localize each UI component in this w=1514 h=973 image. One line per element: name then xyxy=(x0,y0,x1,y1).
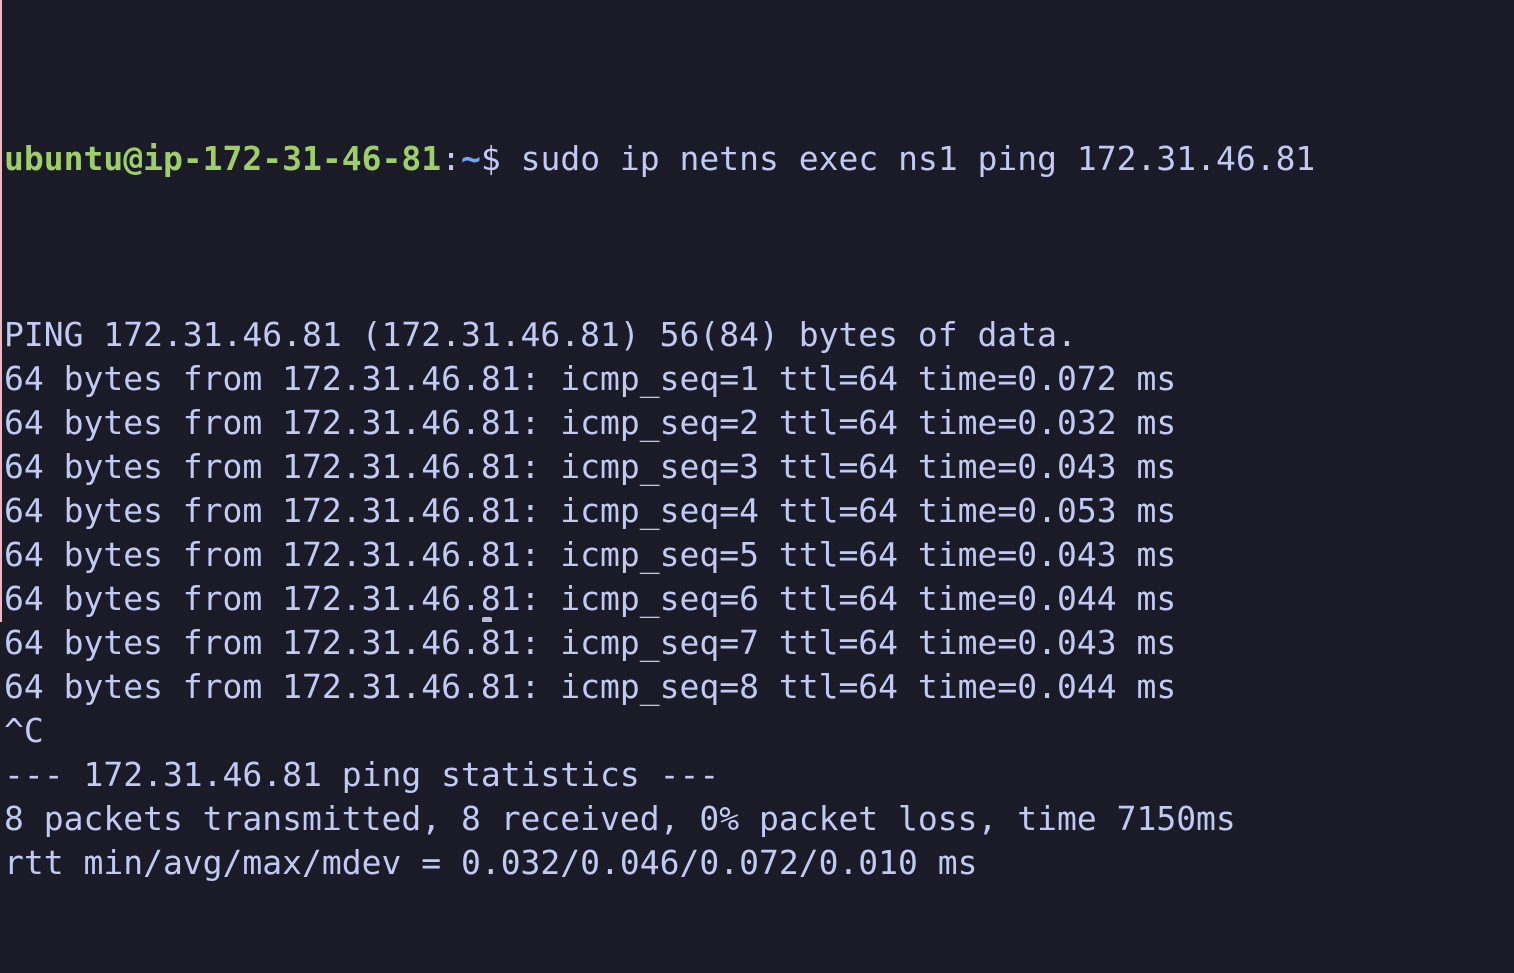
prompt-user-host: ubuntu@ip-172-31-46-81 xyxy=(4,139,442,178)
terminal-window[interactable]: ubuntu@ip-172-31-46-81:~$ sudo ip netns … xyxy=(0,0,1514,882)
terminal-output: PING 172.31.46.81 (172.31.46.81) 56(84) … xyxy=(4,313,1514,885)
terminal-output-line: 64 bytes from 172.31.46.81: icmp_seq=2 t… xyxy=(4,403,1177,442)
left-edge-strip xyxy=(0,0,2,622)
cursor-remnant xyxy=(482,617,492,622)
terminal-output-line: PING 172.31.46.81 (172.31.46.81) 56(84) … xyxy=(4,315,1077,354)
terminal-output-line: --- 172.31.46.81 ping statistics --- xyxy=(4,755,720,794)
prompt-line: ubuntu@ip-172-31-46-81:~$ sudo ip netns … xyxy=(4,137,1514,181)
prompt-path-tilde: ~ xyxy=(460,139,481,178)
terminal-output-line: 64 bytes from 172.31.46.81: icmp_seq=7 t… xyxy=(4,623,1177,662)
terminal-output-line: ^C xyxy=(4,711,44,750)
terminal-output-line: 64 bytes from 172.31.46.81: icmp_seq=8 t… xyxy=(4,667,1177,706)
terminal-output-line: 64 bytes from 172.31.46.81: icmp_seq=4 t… xyxy=(4,491,1177,530)
typed-command: sudo ip netns exec ns1 ping 172.31.46.81 xyxy=(520,139,1316,178)
terminal-output-line: rtt min/avg/max/mdev = 0.032/0.046/0.072… xyxy=(4,843,978,882)
prompt-dollar-sign: $ xyxy=(480,139,521,178)
terminal-output-line: 64 bytes from 172.31.46.81: icmp_seq=5 t… xyxy=(4,535,1177,574)
prompt-colon: : xyxy=(441,139,461,178)
terminal-output-line: 64 bytes from 172.31.46.81: icmp_seq=1 t… xyxy=(4,359,1177,398)
terminal-output-line: 64 bytes from 172.31.46.81: icmp_seq=3 t… xyxy=(4,447,1177,486)
terminal-output-line: 8 packets transmitted, 8 received, 0% pa… xyxy=(4,799,1236,838)
terminal-output-line: 64 bytes from 172.31.46.81: icmp_seq=6 t… xyxy=(4,579,1177,618)
